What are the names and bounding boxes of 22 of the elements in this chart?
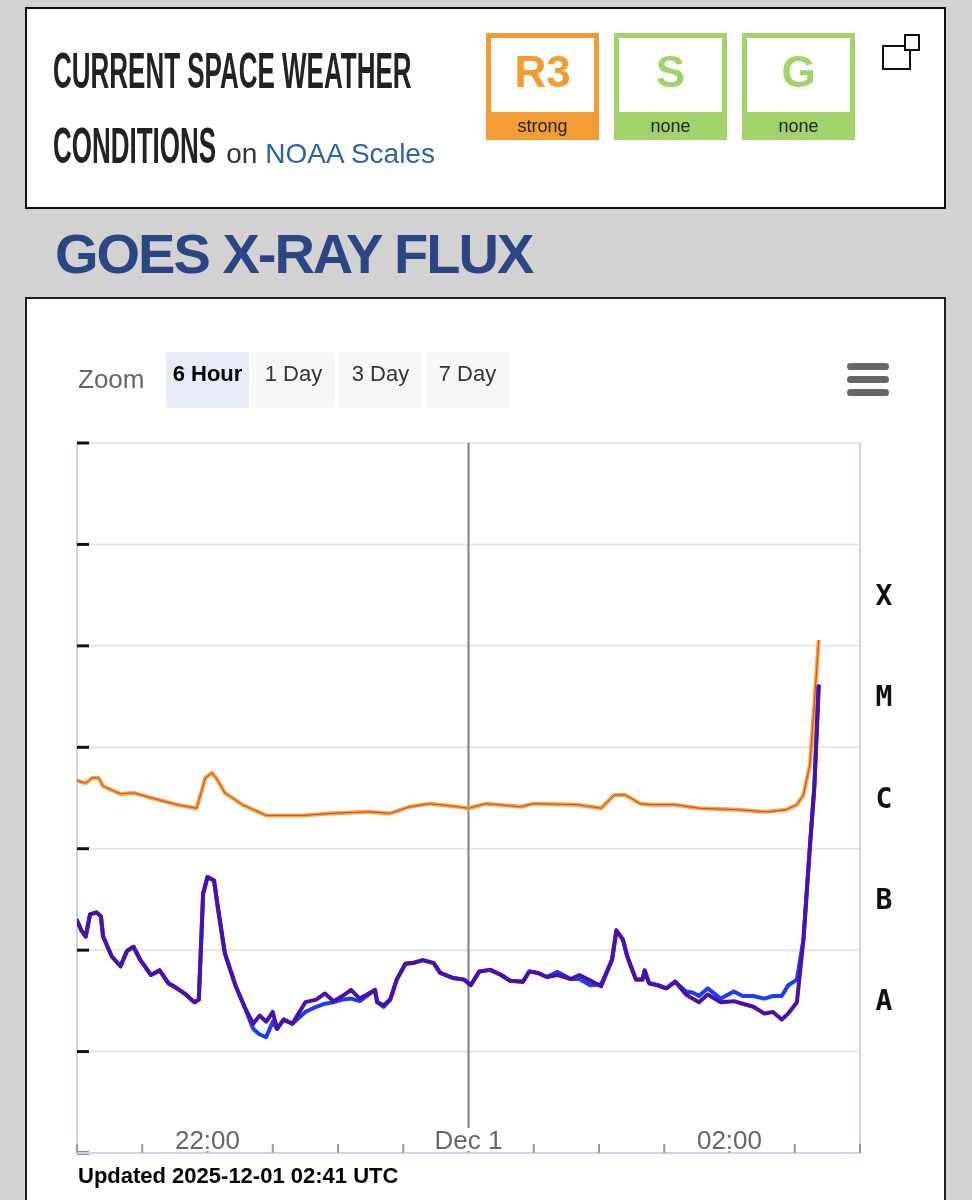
text: CURRENT SPACE WEATHER CONDITIONS on NOAA Scales — [53, 42, 435, 174]
zoom-button: 3 Day — [339, 352, 422, 408]
category-label: R3 — [514, 47, 571, 96]
scale-badge: R3 strong — [486, 33, 599, 140]
category-label: M — [875, 680, 893, 714]
x-tick-label: Dec 1 — [434, 1125, 503, 1155]
chart-title: GOES X-RAY FLUX — [55, 222, 533, 285]
zoom-button: 7 Day — [426, 352, 509, 408]
category-label: G — [781, 47, 816, 96]
category-label: B — [875, 882, 893, 916]
category-label: S — [655, 47, 686, 96]
scale-badge: S none — [614, 33, 727, 140]
category-label: C — [875, 781, 893, 815]
scale-badge: G none — [742, 33, 855, 140]
zoom-button: 6 Hour — [166, 352, 249, 408]
category-label: X — [875, 578, 893, 612]
zoom-button: 1 Day — [252, 352, 335, 408]
x-tick-label: 22:00 — [174, 1125, 241, 1155]
x-tick-label: 02:00 — [696, 1125, 763, 1155]
text: Zoom — [78, 364, 145, 394]
text: Updated 2025-12-01 02:41 UTC — [78, 1163, 399, 1189]
category-label: A — [875, 984, 893, 1018]
